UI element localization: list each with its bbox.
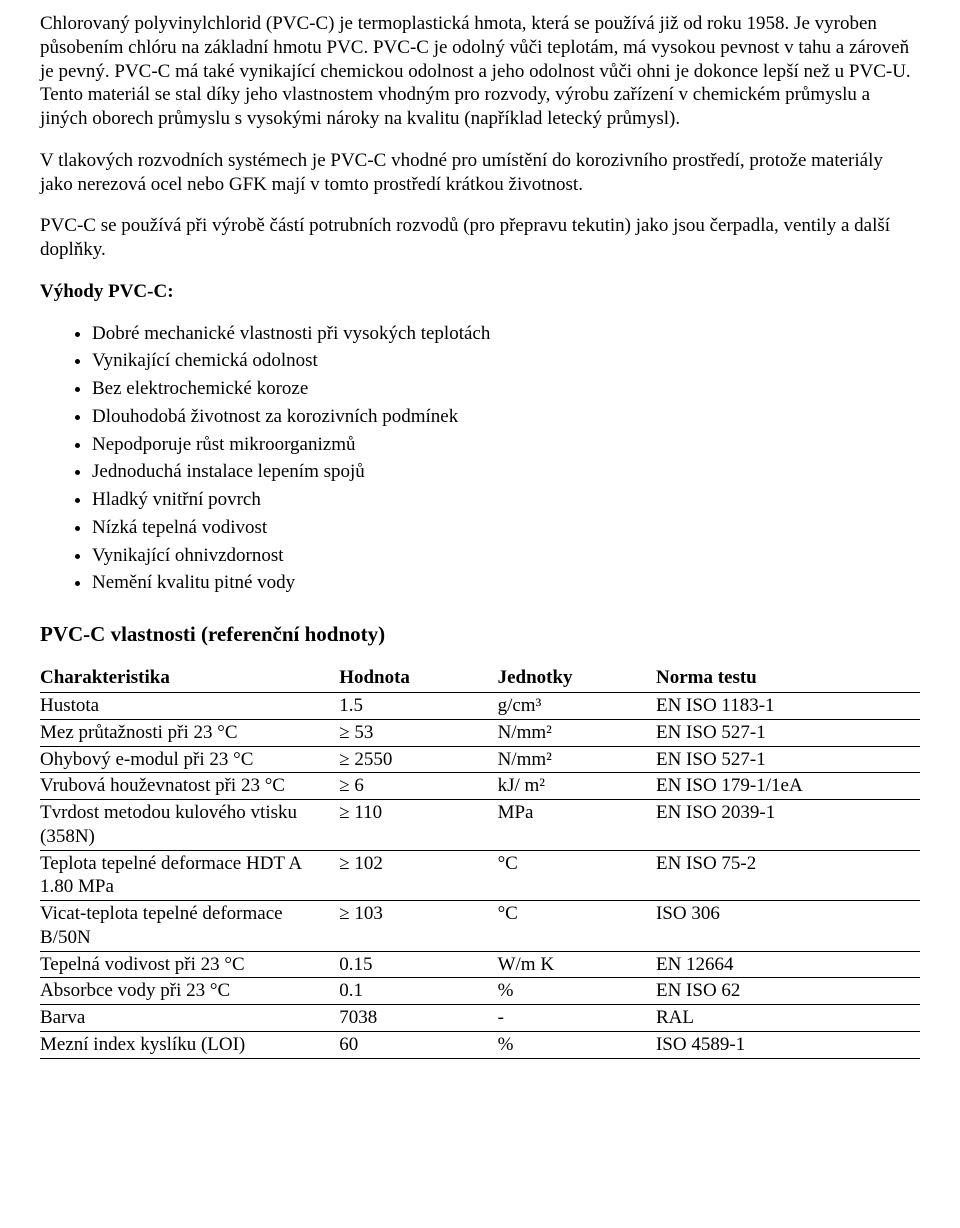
table-row: Barva 7038 - RAL: [40, 1005, 920, 1032]
table-cell: EN 12664: [656, 951, 920, 978]
document-page: Chlorovaný polyvinylchlorid (PVC-C) je t…: [0, 0, 960, 1079]
table-cell: °C: [498, 901, 656, 952]
list-item: Jednoduchá instalace lepením spojů: [92, 460, 920, 484]
table-cell: 0.1: [339, 978, 497, 1005]
table-cell: EN ISO 75-2: [656, 850, 920, 901]
table-row: Mezní index kyslíku (LOI) 60 % ISO 4589-…: [40, 1031, 920, 1058]
table-row: Absorbce vody při 23 °C 0.1 % EN ISO 62: [40, 978, 920, 1005]
list-item: Nízká tepelná vodivost: [92, 516, 920, 540]
table-cell: kJ/ m²: [498, 773, 656, 800]
list-item: Nemění kvalitu pitné vody: [92, 571, 920, 595]
table-cell: EN ISO 527-1: [656, 746, 920, 773]
list-item: Nepodporuje růst mikroorganizmů: [92, 433, 920, 457]
table-cell: ≥ 110: [339, 800, 497, 851]
table-cell: MPa: [498, 800, 656, 851]
table-cell: ISO 4589-1: [656, 1031, 920, 1058]
table-row: Tvrdost metodou kulového vtisku (358N) ≥…: [40, 800, 920, 851]
table-cell: 0.15: [339, 951, 497, 978]
list-item: Bez elektrochemické koroze: [92, 377, 920, 401]
table-cell: N/mm²: [498, 719, 656, 746]
advantages-title: Výhody PVC-C:: [40, 280, 920, 304]
table-header: Jednotky: [498, 665, 656, 692]
table-cell: Ohybový e-modul při 23 °C: [40, 746, 339, 773]
table-cell: 1.5: [339, 693, 497, 720]
table-cell: ≥ 53: [339, 719, 497, 746]
table-header: Hodnota: [339, 665, 497, 692]
table-cell: %: [498, 1031, 656, 1058]
list-item: Vynikající chemická odolnost: [92, 349, 920, 373]
table-header: Norma testu: [656, 665, 920, 692]
table-cell: Teplota tepelné deformace HDT A 1.80 MPa: [40, 850, 339, 901]
table-cell: N/mm²: [498, 746, 656, 773]
table-cell: EN ISO 1183-1: [656, 693, 920, 720]
table-cell: EN ISO 2039-1: [656, 800, 920, 851]
table-cell: W/m K: [498, 951, 656, 978]
table-cell: Vicat-teplota tepelné deformace B/50N: [40, 901, 339, 952]
table-cell: Vrubová houževnatost při 23 °C: [40, 773, 339, 800]
table-cell: g/cm³: [498, 693, 656, 720]
advantages-list: Dobré mechanické vlastnosti při vysokých…: [40, 322, 920, 596]
intro-paragraph-2: V tlakových rozvodních systémech je PVC-…: [40, 149, 920, 197]
table-row: Vrubová houževnatost při 23 °C ≥ 6 kJ/ m…: [40, 773, 920, 800]
table-cell: EN ISO 179-1/1eA: [656, 773, 920, 800]
table-cell: Tvrdost metodou kulového vtisku (358N): [40, 800, 339, 851]
table-cell: EN ISO 527-1: [656, 719, 920, 746]
table-cell: 60: [339, 1031, 497, 1058]
table-cell: RAL: [656, 1005, 920, 1032]
table-cell: %: [498, 978, 656, 1005]
intro-paragraph-3: PVC-C se používá při výrobě částí potrub…: [40, 214, 920, 262]
table-cell: Mezní index kyslíku (LOI): [40, 1031, 339, 1058]
table-cell: Absorbce vody při 23 °C: [40, 978, 339, 1005]
table-cell: Tepelná vodivost při 23 °C: [40, 951, 339, 978]
table-cell: ≥ 2550: [339, 746, 497, 773]
list-item: Dlouhodobá životnost za korozivních podm…: [92, 405, 920, 429]
table-row: Hustota 1.5 g/cm³ EN ISO 1183-1: [40, 693, 920, 720]
table-cell: ≥ 102: [339, 850, 497, 901]
table-row: Ohybový e-modul při 23 °C ≥ 2550 N/mm² E…: [40, 746, 920, 773]
table-cell: °C: [498, 850, 656, 901]
table-cell: ≥ 103: [339, 901, 497, 952]
table-row: Teplota tepelné deformace HDT A 1.80 MPa…: [40, 850, 920, 901]
table-cell: ISO 306: [656, 901, 920, 952]
list-item: Dobré mechanické vlastnosti při vysokých…: [92, 322, 920, 346]
table-header: Charakteristika: [40, 665, 339, 692]
table-cell: -: [498, 1005, 656, 1032]
intro-paragraph-1: Chlorovaný polyvinylchlorid (PVC-C) je t…: [40, 12, 920, 131]
table-cell: Hustota: [40, 693, 339, 720]
table-cell: Mez průtažnosti při 23 °C: [40, 719, 339, 746]
table-row: Tepelná vodivost při 23 °C 0.15 W/m K EN…: [40, 951, 920, 978]
table-cell: EN ISO 62: [656, 978, 920, 1005]
table-row: Vicat-teplota tepelné deformace B/50N ≥ …: [40, 901, 920, 952]
table-cell: 7038: [339, 1005, 497, 1032]
properties-title: PVC-C vlastnosti (referenční hodnoty): [40, 621, 920, 647]
properties-table: Charakteristika Hodnota Jednotky Norma t…: [40, 665, 920, 1058]
list-item: Hladký vnitřní povrch: [92, 488, 920, 512]
table-header-row: Charakteristika Hodnota Jednotky Norma t…: [40, 665, 920, 692]
table-row: Mez průtažnosti při 23 °C ≥ 53 N/mm² EN …: [40, 719, 920, 746]
table-cell: ≥ 6: [339, 773, 497, 800]
list-item: Vynikající ohnivzdornost: [92, 544, 920, 568]
table-cell: Barva: [40, 1005, 339, 1032]
